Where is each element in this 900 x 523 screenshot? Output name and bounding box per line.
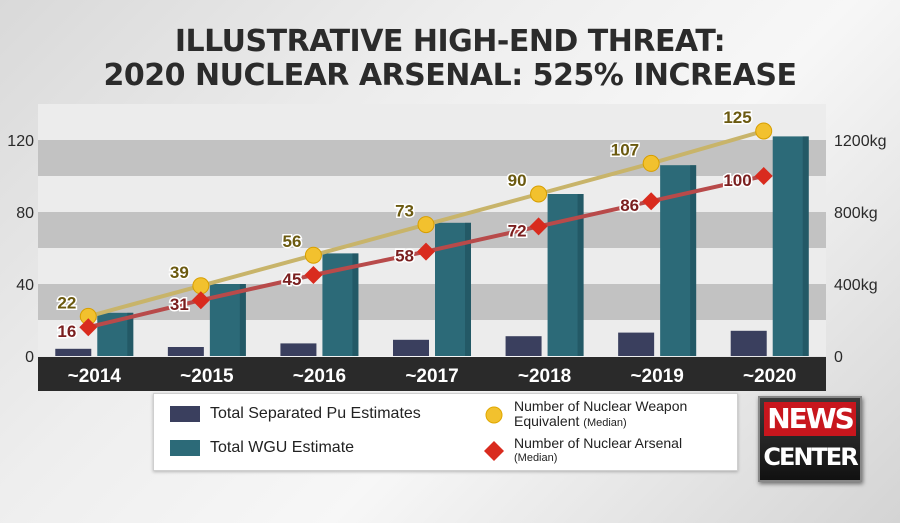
arsenal-data-label: 58 xyxy=(395,247,414,266)
legend-label-arsenal-median: (Median) xyxy=(514,452,558,464)
grid-band xyxy=(38,284,826,320)
weapon-data-label: 90 xyxy=(508,171,527,190)
legend-label-weapon: Number of Nuclear Weapon xyxy=(514,398,688,414)
arsenal-point xyxy=(191,291,210,310)
right-tick-label: 400kg xyxy=(834,277,878,294)
grid-band xyxy=(38,107,826,140)
legend-item-weapon: Number of Nuclear Weapon Equivalent (Med… xyxy=(482,399,687,431)
legend-item-arsenal: Number of Nuclear Arsenal (Median) xyxy=(482,436,682,466)
arsenal-point xyxy=(304,266,323,284)
left-tick-label: 120 xyxy=(7,133,34,150)
legend-label-weapon-equiv: Equivalent xyxy=(514,413,580,429)
legend-item-wgu: Total WGU Estimate xyxy=(170,439,354,457)
x-tick-label: ~2016 xyxy=(293,366,346,387)
legend-marker-diamond xyxy=(484,441,504,461)
left-tick-label: 80 xyxy=(16,205,34,222)
right-tick-label: 0 xyxy=(834,349,843,366)
arsenal-point xyxy=(754,167,773,185)
bar-pu xyxy=(280,343,317,356)
arsenal-data-label: 45 xyxy=(283,270,302,289)
right-tick-label: 800kg xyxy=(834,205,878,222)
arsenal-data-label: 16 xyxy=(57,322,76,341)
weapon-data-label: 125 xyxy=(723,108,751,127)
legend-swatch-wgu xyxy=(170,440,200,456)
x-tick-label: ~2017 xyxy=(405,366,458,387)
arsenal-data-label: 31 xyxy=(170,295,189,314)
logo-text-news: NEWS xyxy=(764,402,856,436)
chart-title-line2: 2020 NUCLEAR ARSENAL: 525% INCREASE xyxy=(103,58,797,93)
weapon-point xyxy=(417,216,435,234)
bar-wgu-shade xyxy=(802,136,809,356)
bar-pu xyxy=(393,339,429,356)
x-tick-label: ~2020 xyxy=(743,366,796,387)
right-tick-label: 1200kg xyxy=(834,133,887,150)
bar-pu xyxy=(167,347,204,356)
legend-swatch-pu xyxy=(170,406,200,422)
x-tick-label: ~2018 xyxy=(518,366,571,387)
legend-label-weapon-median: (Median) xyxy=(583,417,627,429)
legend-label-arsenal: Number of Nuclear Arsenal xyxy=(514,435,683,451)
bar-wgu-shade xyxy=(577,194,584,356)
chart-title-line1: ILLUSTRATIVE HIGH-END THREAT: xyxy=(174,24,726,59)
arsenal-data-label: 72 xyxy=(508,221,527,240)
bar-wgu-shade xyxy=(352,253,359,356)
bar-wgu-shade xyxy=(239,284,246,356)
arsenal-point xyxy=(529,217,548,236)
left-tick-label: 40 xyxy=(16,277,34,294)
weapon-data-label: 73 xyxy=(395,202,414,221)
grid-band xyxy=(38,320,826,356)
logo-text-center: CENTER xyxy=(763,443,858,471)
weapon-point xyxy=(642,154,660,172)
legend-item-pu: Total Separated Pu Estimates xyxy=(170,405,421,423)
x-axis-bar xyxy=(38,357,826,391)
legend-label-wgu: Total WGU Estimate xyxy=(210,439,355,456)
legend: Total Separated Pu Estimates Total WGU E… xyxy=(153,393,738,471)
bar-pu xyxy=(730,330,767,356)
arsenal-point xyxy=(79,318,98,337)
weapon-data-label: 107 xyxy=(611,140,639,159)
bar-wgu-shade xyxy=(465,222,471,356)
bar-pu xyxy=(618,332,655,356)
weapon-point xyxy=(530,185,548,203)
arsenal-point xyxy=(417,242,435,261)
x-tick-label: ~2019 xyxy=(630,366,683,387)
left-tick-label: 0 xyxy=(25,349,34,366)
weapon-data-label: 39 xyxy=(170,263,189,282)
arsenal-data-label: 100 xyxy=(723,171,751,190)
weapon-point xyxy=(304,246,322,264)
news-center-logo: NEWS CENTER xyxy=(758,396,862,482)
grid-band xyxy=(38,176,826,212)
bar-pu xyxy=(505,336,542,356)
bar-wgu-shade xyxy=(690,165,697,356)
legend-label-pu: Total Separated Pu Estimates xyxy=(210,405,421,422)
x-tick-label: ~2015 xyxy=(180,366,234,387)
bar-wgu-shade xyxy=(127,312,134,356)
bar-pu xyxy=(55,348,92,356)
weapon-data-label: 22 xyxy=(57,293,76,312)
arsenal-point xyxy=(642,192,661,211)
x-tick-label: ~2014 xyxy=(68,366,122,387)
weapon-data-label: 56 xyxy=(283,232,302,251)
legend-marker-circle xyxy=(485,406,503,424)
arsenal-data-label: 86 xyxy=(620,196,639,215)
weapon-point xyxy=(755,122,773,140)
